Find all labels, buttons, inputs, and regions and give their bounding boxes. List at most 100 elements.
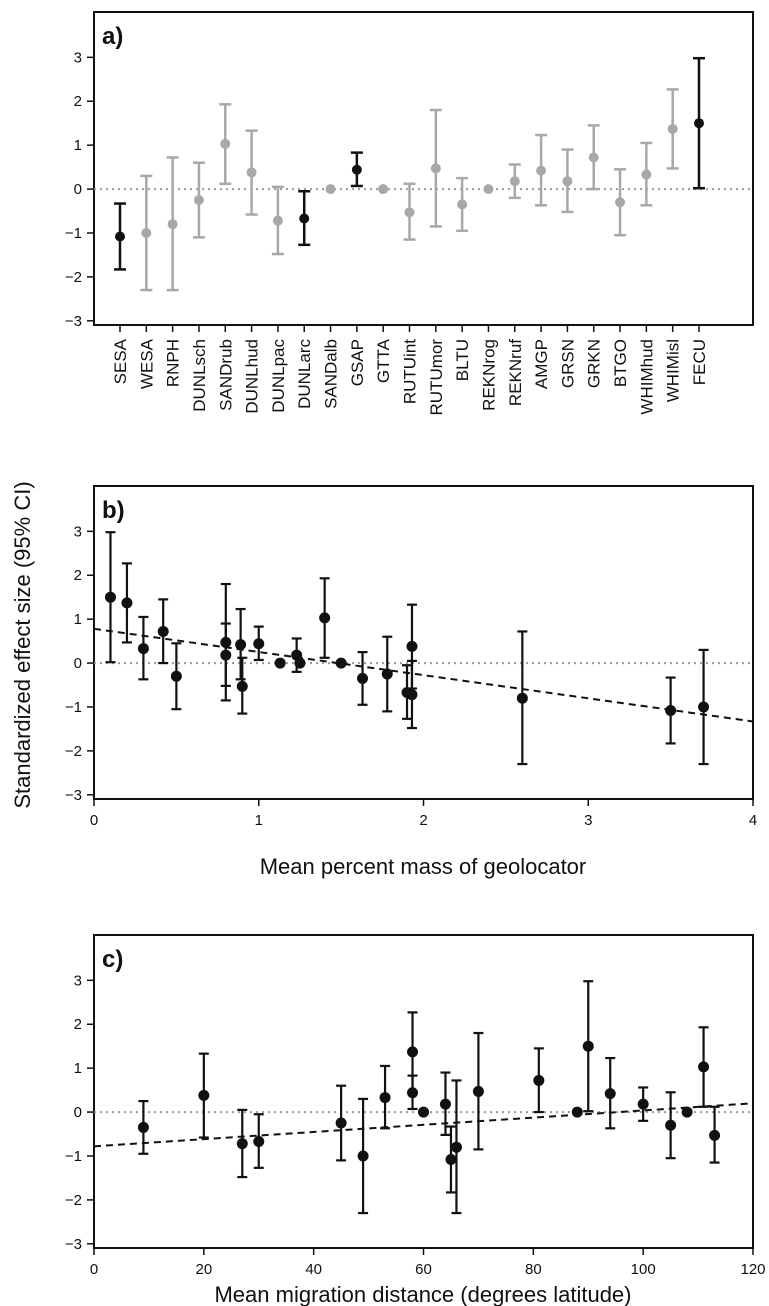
estimate-point: [246, 167, 257, 178]
x-tick-label: 60: [415, 1261, 432, 1278]
x-tick-label: 4: [749, 812, 757, 829]
y-tick-label: 0: [74, 655, 82, 672]
panel-c: −3 −2 −1 0 1 2 3 0 20 40 60 80 100 120 c) Mean migra…: [65, 934, 766, 1306]
estimate-point: [667, 123, 678, 134]
y-tick-label: 1: [74, 137, 82, 154]
data-point: [406, 689, 418, 701]
panel-a-marks: [114, 56, 705, 292]
data-point: [198, 1089, 210, 1101]
data-point: [681, 1106, 693, 1118]
panel-c-x-axis: 0 20 40 60 80 100 120: [90, 1248, 766, 1278]
data-point: [235, 639, 247, 651]
x-tick-label: 1: [255, 812, 263, 829]
estimate-point: [615, 197, 626, 208]
category-label: DUNLpac: [269, 339, 288, 413]
y-tick-label: −3: [65, 1236, 82, 1253]
category-label: RNPH: [164, 339, 183, 387]
data-point: [253, 1135, 265, 1147]
y-tick-label: −3: [65, 313, 82, 330]
data-point: [571, 1106, 583, 1118]
panel-b-xlabel: Mean percent mass of geolocator: [260, 854, 587, 879]
data-point: [604, 1088, 616, 1100]
category-label: BTGO: [611, 339, 630, 387]
data-point: [406, 640, 418, 652]
y-tick-label: 3: [74, 523, 82, 540]
data-point: [157, 625, 169, 637]
x-tick-label: 20: [195, 1261, 212, 1278]
data-point: [236, 680, 248, 692]
data-point: [533, 1074, 545, 1086]
y-tick-label: −2: [65, 269, 82, 286]
category-label: FECU: [690, 339, 709, 385]
category-label: SESA: [111, 338, 130, 384]
y-tick-label: −3: [65, 787, 82, 804]
y-tick-label: −2: [65, 1192, 82, 1209]
data-point: [381, 668, 393, 680]
panel-b: −3 −2 −1 0 1 2 3 0 1 2 3 4 b) Mean percent mass of…: [65, 485, 757, 879]
x-tick-label: 120: [740, 1261, 765, 1278]
panel-c-frame: [93, 934, 754, 1249]
panel-b-y-axis: −3 −2 −1 0 1 2 3: [65, 523, 94, 804]
category-label: DUNLhud: [243, 339, 262, 414]
y-tick-label: 0: [74, 1104, 82, 1121]
estimate-point: [562, 176, 573, 187]
data-point: [236, 1138, 248, 1150]
y-tick-label: −1: [65, 1148, 82, 1165]
data-point: [418, 1106, 429, 1118]
estimate-point: [299, 213, 310, 224]
data-point: [357, 1150, 369, 1162]
category-label: GRSN: [558, 339, 577, 388]
y-tick-label: 0: [74, 181, 82, 198]
data-point: [637, 1098, 649, 1110]
y-tick-label: 1: [74, 611, 82, 628]
data-point: [665, 704, 677, 716]
category-label: WESA: [137, 338, 156, 389]
data-point: [104, 591, 116, 603]
data-point: [137, 643, 149, 655]
data-point: [220, 649, 232, 661]
x-tick-label: 100: [631, 1261, 656, 1278]
estimate-point: [641, 169, 652, 180]
data-point: [709, 1129, 721, 1141]
estimate-point: [457, 199, 468, 210]
estimate-point: [509, 176, 520, 187]
estimate-point: [588, 152, 599, 163]
panel-b-trend-line: [93, 627, 754, 723]
y-tick-label: 2: [74, 93, 82, 110]
estimate-point: [193, 195, 204, 206]
estimate-point: [694, 118, 704, 129]
trend-line: [93, 627, 754, 723]
data-point: [253, 638, 265, 650]
data-point: [335, 657, 347, 669]
data-point: [439, 1098, 451, 1110]
panel-a-frame: [93, 11, 754, 326]
category-label: GSAP: [348, 339, 367, 386]
data-point: [357, 672, 369, 684]
category-label: BLTU: [453, 339, 472, 381]
data-point: [582, 1040, 594, 1052]
x-tick-label: 0: [90, 812, 98, 829]
category-label: REKNruf: [506, 339, 525, 406]
panel-b-label: b): [102, 497, 125, 524]
panel-a-x-axis: SESA WESA RNPH DUNLsch SANDrub DUNLhud DUNLpac…: [111, 325, 709, 416]
category-label: AMGP: [532, 339, 551, 389]
category-label: REKNrog: [479, 339, 498, 411]
estimate-point: [167, 219, 178, 230]
data-point: [450, 1141, 462, 1153]
estimate-point: [404, 207, 415, 218]
panel-c-y-axis: −3 −2 −1 0 1 2 3: [65, 972, 94, 1253]
data-point: [407, 1087, 419, 1099]
estimate-point: [351, 164, 362, 175]
x-tick-label: 40: [305, 1261, 322, 1278]
y-tick-label: 2: [74, 567, 82, 584]
data-point: [294, 657, 306, 669]
estimate-point: [141, 227, 152, 238]
data-point: [698, 701, 710, 713]
estimate-point: [483, 184, 494, 195]
x-tick-label: 2: [419, 812, 427, 829]
data-point: [335, 1117, 347, 1129]
estimate-point: [378, 184, 389, 195]
data-point: [665, 1119, 677, 1131]
data-point: [170, 670, 182, 682]
